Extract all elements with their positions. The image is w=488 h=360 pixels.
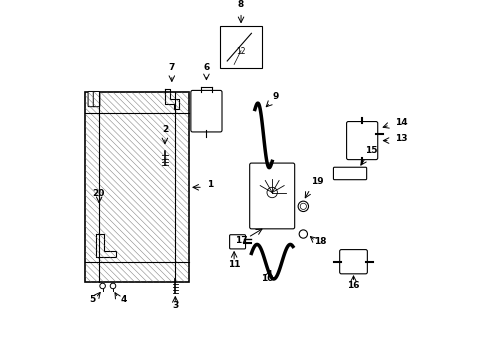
FancyBboxPatch shape [346,122,377,159]
Text: 9: 9 [272,92,278,101]
Bar [220,26,261,68]
FancyBboxPatch shape [190,90,222,132]
Text: 7: 7 [168,63,175,72]
Text: 12: 12 [236,47,245,56]
Text: 13: 13 [394,134,407,143]
Text: 4: 4 [120,294,126,303]
Text: 19: 19 [310,177,323,186]
Text: 17: 17 [234,236,247,245]
Text: 3: 3 [172,301,178,310]
Text: 16: 16 [346,281,359,290]
Text: 6: 6 [203,63,209,72]
Circle shape [300,203,306,210]
Circle shape [298,201,308,212]
Bar [85,92,189,283]
FancyBboxPatch shape [93,91,100,107]
Circle shape [100,283,105,289]
FancyBboxPatch shape [229,235,245,249]
Text: 1: 1 [206,180,213,189]
FancyBboxPatch shape [333,167,366,180]
FancyBboxPatch shape [249,163,294,229]
Text: 18: 18 [314,237,326,246]
Circle shape [110,283,116,289]
Text: 2: 2 [162,125,168,134]
Circle shape [299,230,307,238]
Circle shape [266,187,277,198]
FancyBboxPatch shape [88,91,95,107]
Text: 11: 11 [227,260,240,269]
FancyBboxPatch shape [339,249,366,274]
Text: 20: 20 [92,189,104,198]
Text: 8: 8 [238,0,244,9]
Text: 15: 15 [364,146,376,155]
Text: 5: 5 [89,294,95,303]
Text: 14: 14 [394,118,407,127]
Text: 10: 10 [260,274,273,283]
